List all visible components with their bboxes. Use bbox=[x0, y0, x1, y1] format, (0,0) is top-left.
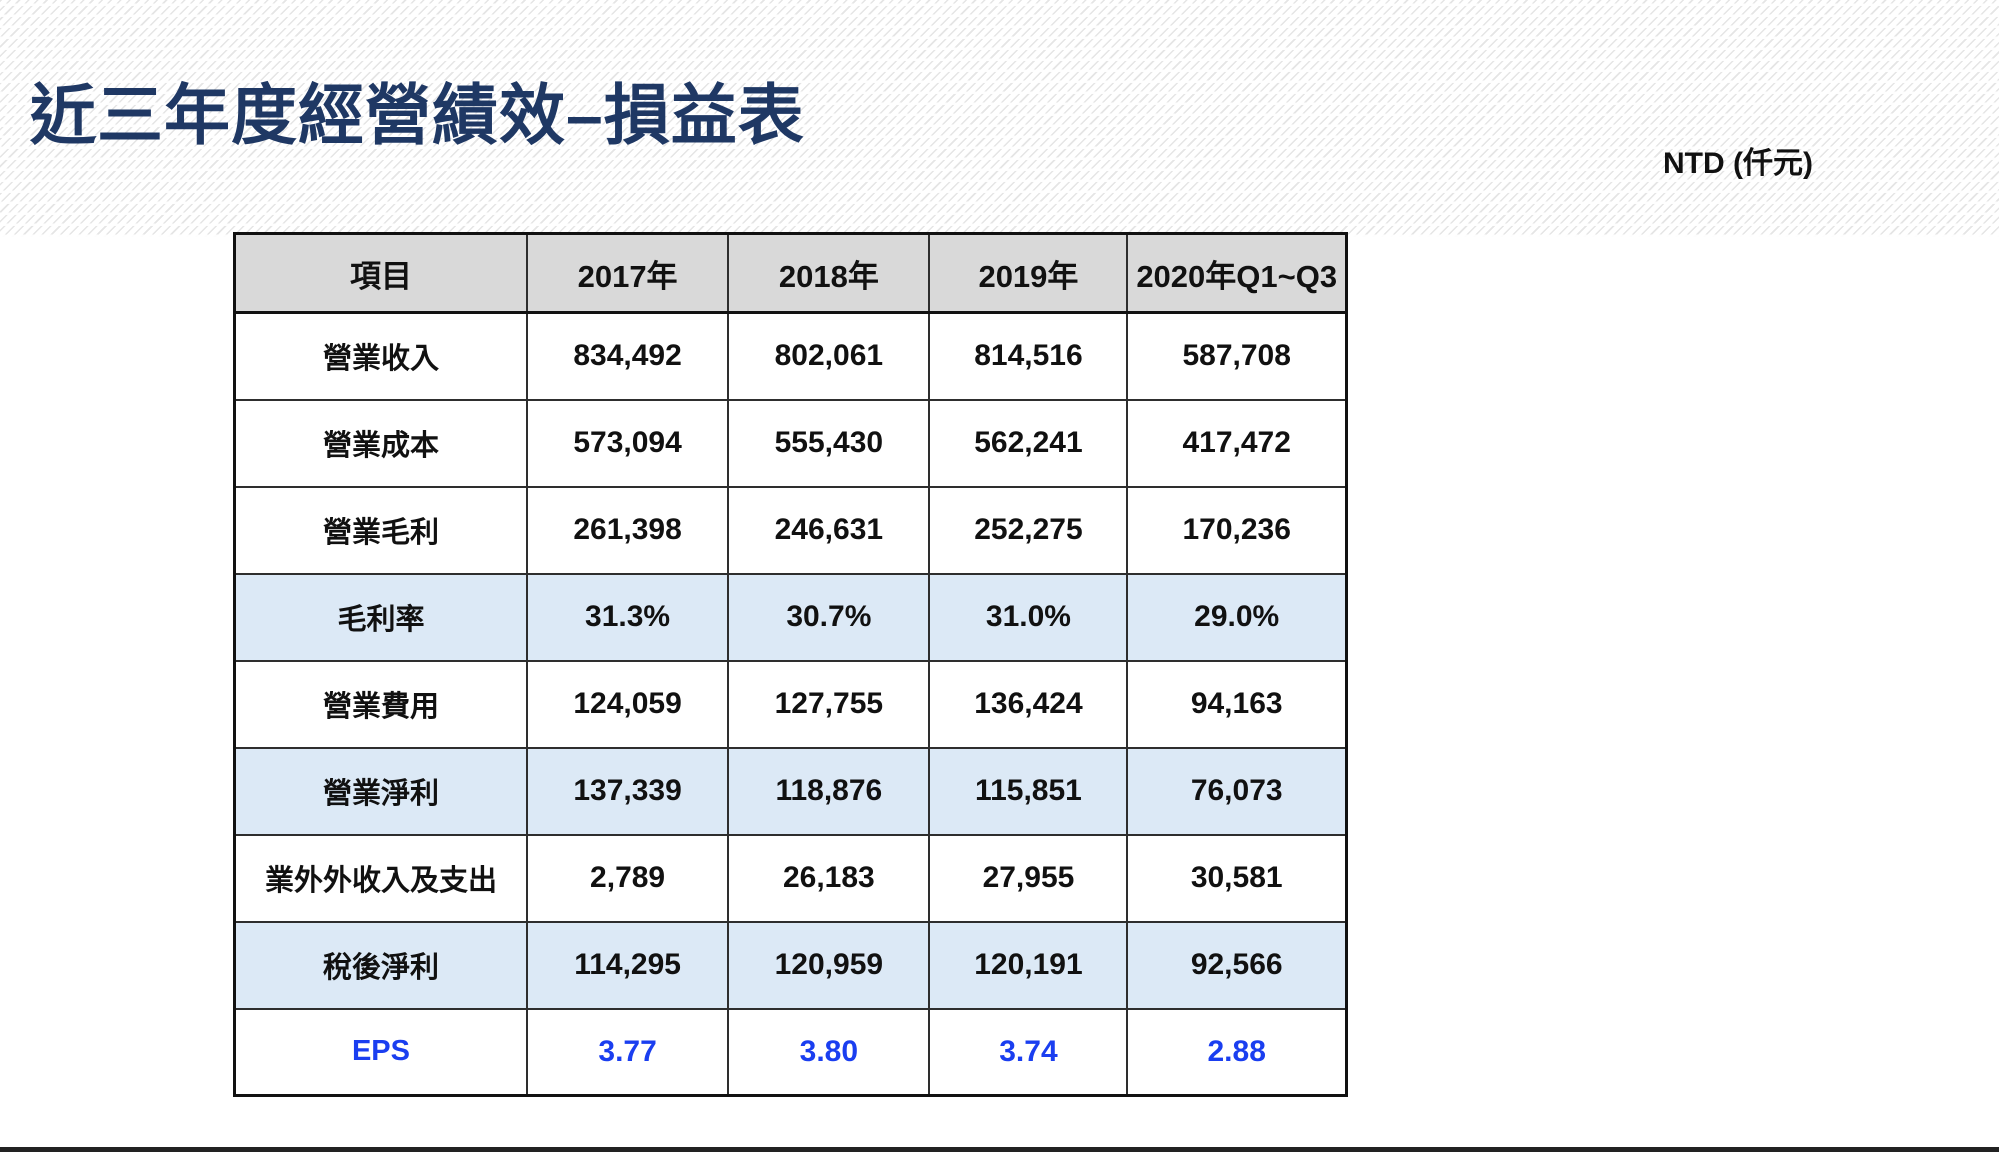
cell-value: 26,183 bbox=[727, 833, 931, 923]
cell-value: 3.80 bbox=[727, 1007, 931, 1097]
cell-value: 115,851 bbox=[928, 746, 1129, 836]
cell-value: 587,708 bbox=[1126, 311, 1348, 401]
cell-value: 120,191 bbox=[928, 920, 1129, 1010]
column-header-item: 項目 bbox=[233, 232, 528, 314]
hatch-background-band bbox=[0, 0, 1999, 237]
column-header-2017: 2017年 bbox=[525, 232, 730, 314]
cell-value: 76,073 bbox=[1126, 746, 1348, 836]
table-row: 業外外收入及支出 2,789 26,183 27,955 30,581 bbox=[233, 833, 1348, 923]
row-label: 稅後淨利 bbox=[233, 920, 528, 1010]
cell-value: 30.7% bbox=[727, 572, 931, 662]
cell-value: 137,339 bbox=[525, 746, 730, 836]
cell-value: 2.88 bbox=[1126, 1007, 1348, 1097]
table-row-highlighted: 稅後淨利 114,295 120,959 120,191 92,566 bbox=[233, 920, 1348, 1010]
currency-unit-note: NTD (仟元) bbox=[1663, 147, 1813, 180]
income-statement-table: 項目 2017年 2018年 2019年 2020年Q1~Q3 營業收入 834… bbox=[233, 232, 1348, 1097]
cell-value: 120,959 bbox=[727, 920, 931, 1010]
table-row: 營業毛利 261,398 246,631 252,275 170,236 bbox=[233, 485, 1348, 575]
cell-value: 834,492 bbox=[525, 311, 730, 401]
cell-value: 29.0% bbox=[1126, 572, 1348, 662]
cell-value: 2,789 bbox=[525, 833, 730, 923]
cell-value: 27,955 bbox=[928, 833, 1129, 923]
row-label: 營業淨利 bbox=[233, 746, 528, 836]
cell-value: 124,059 bbox=[525, 659, 730, 749]
table-row: 營業成本 573,094 555,430 562,241 417,472 bbox=[233, 398, 1348, 488]
row-label: 營業成本 bbox=[233, 398, 528, 488]
row-label: 營業收入 bbox=[233, 311, 528, 401]
cell-value: 170,236 bbox=[1126, 485, 1348, 575]
cell-value: 261,398 bbox=[525, 485, 730, 575]
row-label: EPS bbox=[233, 1007, 528, 1097]
cell-value: 252,275 bbox=[928, 485, 1129, 575]
column-header-2019: 2019年 bbox=[928, 232, 1129, 314]
cell-value: 127,755 bbox=[727, 659, 931, 749]
cell-value: 802,061 bbox=[727, 311, 931, 401]
row-label: 營業費用 bbox=[233, 659, 528, 749]
cell-value: 118,876 bbox=[727, 746, 931, 836]
column-header-2020q1q3: 2020年Q1~Q3 bbox=[1126, 232, 1348, 314]
cell-value: 94,163 bbox=[1126, 659, 1348, 749]
table-row-highlighted: 毛利率 31.3% 30.7% 31.0% 29.0% bbox=[233, 572, 1348, 662]
cell-value: 417,472 bbox=[1126, 398, 1348, 488]
table-row: 營業收入 834,492 802,061 814,516 587,708 bbox=[233, 311, 1348, 401]
cell-value: 31.3% bbox=[525, 572, 730, 662]
row-label: 業外外收入及支出 bbox=[233, 833, 528, 923]
cell-value: 246,631 bbox=[727, 485, 931, 575]
cell-value: 562,241 bbox=[928, 398, 1129, 488]
table-row-highlighted: 營業淨利 137,339 118,876 115,851 76,073 bbox=[233, 746, 1348, 836]
table-row: 營業費用 124,059 127,755 136,424 94,163 bbox=[233, 659, 1348, 749]
cell-value: 3.77 bbox=[525, 1007, 730, 1097]
cell-value: 92,566 bbox=[1126, 920, 1348, 1010]
cell-value: 555,430 bbox=[727, 398, 931, 488]
cell-value: 31.0% bbox=[928, 572, 1129, 662]
table-row-eps: EPS 3.77 3.80 3.74 2.88 bbox=[233, 1007, 1348, 1097]
cell-value: 573,094 bbox=[525, 398, 730, 488]
cell-value: 3.74 bbox=[928, 1007, 1129, 1097]
cell-value: 30,581 bbox=[1126, 833, 1348, 923]
cell-value: 814,516 bbox=[928, 311, 1129, 401]
row-label: 營業毛利 bbox=[233, 485, 528, 575]
column-header-2018: 2018年 bbox=[727, 232, 931, 314]
page-title: 近三年度經營績效–損益表 bbox=[30, 78, 805, 153]
cell-value: 136,424 bbox=[928, 659, 1129, 749]
cell-value: 114,295 bbox=[525, 920, 730, 1010]
table-header-row: 項目 2017年 2018年 2019年 2020年Q1~Q3 bbox=[233, 232, 1348, 314]
row-label: 毛利率 bbox=[233, 572, 528, 662]
slide-footer-bar bbox=[0, 1147, 1999, 1152]
